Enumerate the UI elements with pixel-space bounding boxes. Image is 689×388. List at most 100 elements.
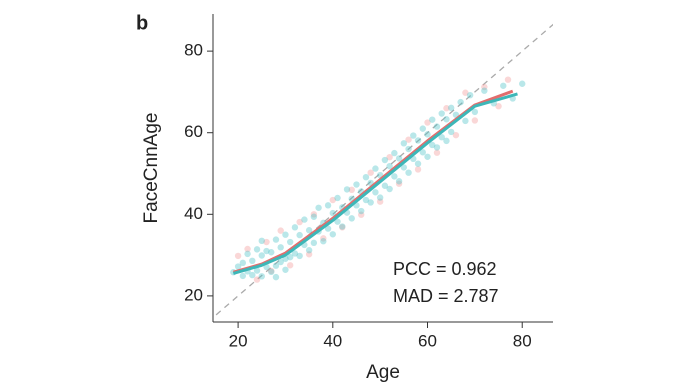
point — [282, 231, 289, 238]
identity-line — [213, 23, 553, 319]
point — [447, 104, 455, 112]
point — [414, 137, 422, 144]
x-tick-label: 80 — [513, 331, 532, 350]
point — [462, 117, 469, 125]
point — [334, 194, 341, 202]
point — [282, 266, 289, 273]
point — [320, 238, 327, 245]
point — [381, 156, 389, 164]
point — [249, 271, 256, 279]
point — [253, 246, 261, 253]
point — [296, 252, 303, 260]
point — [348, 215, 355, 222]
point — [481, 83, 488, 91]
point — [495, 102, 502, 110]
annotation: MAD = 2.787 — [393, 286, 499, 306]
point — [272, 236, 280, 243]
point — [481, 87, 488, 94]
point — [414, 166, 422, 173]
point — [372, 189, 379, 196]
point — [268, 249, 275, 256]
point — [362, 173, 370, 181]
point — [277, 244, 284, 251]
point — [504, 76, 512, 83]
point — [429, 116, 436, 123]
y-tick-label: 40 — [184, 204, 203, 223]
panel-label: b — [136, 12, 148, 34]
point — [291, 224, 299, 231]
point — [519, 80, 526, 87]
point — [263, 238, 270, 246]
point — [329, 209, 337, 217]
point — [277, 227, 284, 234]
point — [258, 237, 265, 245]
point — [305, 251, 313, 258]
point — [433, 123, 441, 130]
point — [391, 149, 398, 157]
point — [324, 202, 332, 209]
point — [376, 194, 384, 201]
point — [348, 186, 355, 194]
point — [339, 223, 346, 230]
point — [414, 160, 422, 167]
point — [244, 250, 251, 258]
point — [400, 164, 408, 171]
point — [268, 267, 275, 275]
point — [405, 169, 412, 176]
point — [405, 145, 412, 153]
point — [433, 149, 441, 156]
point — [310, 211, 318, 218]
point — [372, 165, 379, 172]
point — [447, 128, 455, 136]
plot-area — [213, 23, 553, 319]
point — [296, 231, 303, 239]
point — [395, 180, 403, 187]
point — [305, 227, 313, 234]
point — [339, 224, 346, 231]
point — [400, 140, 408, 147]
y-tick-label: 60 — [184, 122, 203, 141]
x-axis-label: Age — [366, 362, 400, 383]
point — [424, 153, 431, 160]
point — [391, 173, 398, 180]
point — [286, 238, 294, 246]
point — [462, 89, 469, 96]
point — [268, 268, 275, 276]
point — [438, 110, 445, 117]
point — [263, 247, 270, 255]
fit-line — [232, 92, 518, 275]
point — [244, 245, 251, 253]
point — [301, 216, 308, 223]
point — [234, 263, 242, 270]
y-axis-label: FaceCnnAge — [141, 113, 162, 224]
point — [310, 239, 318, 247]
point — [239, 259, 247, 267]
point — [258, 252, 265, 259]
point — [253, 276, 261, 283]
point — [362, 196, 370, 204]
point — [367, 169, 374, 176]
x-tick-label: 40 — [323, 331, 342, 350]
point — [471, 117, 479, 124]
point — [234, 252, 242, 260]
x-tick-label: 60 — [418, 331, 437, 350]
point — [424, 131, 431, 138]
point — [286, 262, 294, 269]
y-tick-label: 80 — [184, 41, 203, 60]
point — [324, 225, 332, 232]
point — [429, 141, 436, 149]
point — [253, 267, 261, 274]
point — [358, 207, 365, 215]
point — [305, 247, 313, 254]
point — [353, 181, 360, 188]
point — [471, 108, 479, 116]
point — [239, 272, 247, 280]
point — [443, 116, 450, 123]
point — [395, 155, 403, 162]
point — [500, 82, 507, 89]
point — [419, 149, 426, 156]
point — [277, 258, 284, 266]
x-tick-label: 20 — [229, 331, 248, 350]
point — [343, 186, 351, 193]
point — [466, 91, 474, 99]
